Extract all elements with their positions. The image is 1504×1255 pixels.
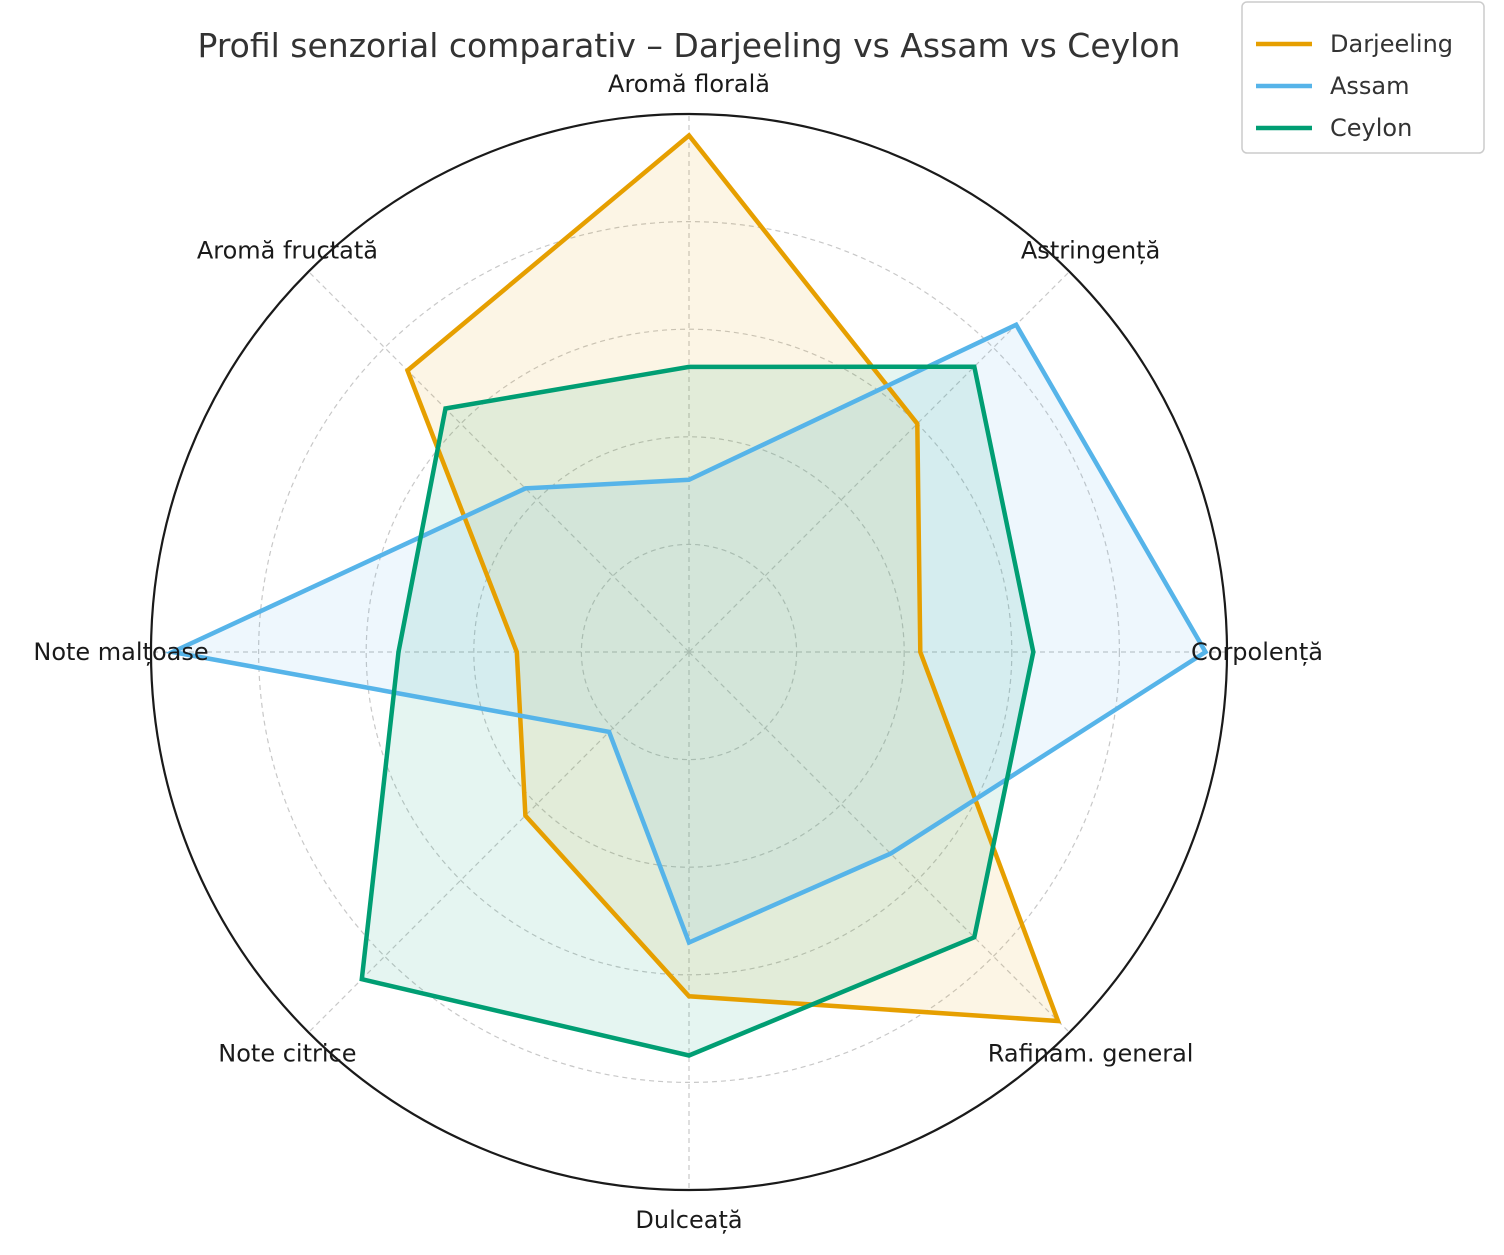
grid-ring	[473, 436, 905, 868]
legend: Darjeeling Assam Ceylon	[1241, 1, 1485, 154]
outer-ring	[149, 112, 1229, 1192]
axis-labels: Corpolență Astringență Aromă florală Aromă …	[33, 70, 1323, 1234]
legend-frame	[1241, 1, 1485, 154]
grid-ring	[258, 221, 1120, 1083]
radar-grid	[149, 112, 1229, 1192]
series-line	[404, 132, 1062, 1024]
axis-label: Corpolență	[1191, 638, 1323, 666]
legend-label: Darjeeling	[1330, 30, 1453, 58]
series-fill	[172, 324, 1206, 943]
series-line	[165, 321, 1209, 946]
series-fills	[172, 135, 1206, 1056]
series-fill	[407, 135, 1058, 1021]
axis-label: Note malțoase	[33, 638, 208, 666]
axis-label: Dulceață	[635, 1206, 742, 1234]
legend-label: Ceylon	[1330, 114, 1412, 142]
grid-ring	[365, 328, 1013, 976]
axis-label: Aromă florală	[608, 70, 770, 98]
axis-label: Astringență	[1021, 236, 1160, 264]
axis-label: Note citrice	[218, 1040, 356, 1068]
legend-label: Assam	[1330, 72, 1410, 100]
chart-title: Profil senzorial comparativ – Darjeeling…	[198, 26, 1181, 65]
series-lines	[165, 132, 1209, 1058]
axis-label: Rafinam. general	[988, 1040, 1194, 1068]
axis-label: Aromă fructată	[197, 236, 378, 264]
series-fill	[361, 366, 1034, 1056]
series-line	[359, 364, 1036, 1058]
grid-ring	[580, 543, 798, 761]
